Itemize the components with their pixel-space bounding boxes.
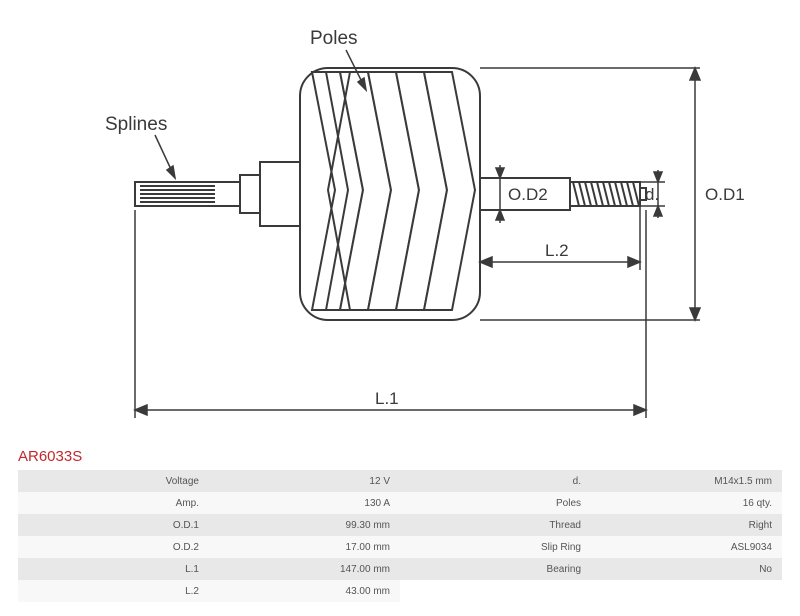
spec-value: Right [591, 520, 782, 531]
spec-row: ThreadRight [400, 514, 782, 536]
rotor-diagram: Poles Splines O.D1 d. [0, 10, 800, 445]
spec-value: 12 V [209, 476, 400, 487]
spec-value: 17.00 mm [209, 542, 400, 553]
spec-value: M14x1.5 mm [591, 476, 782, 487]
spec-value: 16 qty. [591, 498, 782, 509]
spec-label: Slip Ring [400, 542, 591, 553]
spec-column-left: Voltage12 VAmp.130 AO.D.199.30 mmO.D.217… [18, 470, 400, 602]
spec-value: ASL9034 [591, 542, 782, 553]
spec-value: 43.00 mm [209, 586, 400, 597]
spec-row: Amp.130 A [18, 492, 400, 514]
dim-l2-label: L.2 [545, 241, 569, 260]
poles-annotation: Poles [310, 28, 358, 49]
spec-label: O.D.1 [18, 520, 209, 531]
dim-od2-label: O.D2 [508, 185, 548, 204]
spec-table: Voltage12 VAmp.130 AO.D.199.30 mmO.D.217… [18, 470, 782, 602]
spec-label: L.1 [18, 564, 209, 575]
spec-value: 99.30 mm [209, 520, 400, 531]
dim-od1-label: O.D1 [705, 185, 745, 204]
spec-row: d.M14x1.5 mm [400, 470, 782, 492]
splines-annotation: Splines [105, 114, 167, 135]
spec-row: O.D.199.30 mm [18, 514, 400, 536]
spec-row: BearingNo [400, 558, 782, 580]
spec-row: L.243.00 mm [18, 580, 400, 602]
spec-label: Voltage [18, 476, 209, 487]
spec-label: Amp. [18, 498, 209, 509]
spec-value: No [591, 564, 782, 575]
spec-label: Thread [400, 520, 591, 531]
dim-l1-label: L.1 [375, 389, 399, 408]
spec-row: Slip RingASL9034 [400, 536, 782, 558]
spec-row: Voltage12 V [18, 470, 400, 492]
part-code: AR6033S [18, 448, 82, 465]
spec-label: O.D.2 [18, 542, 209, 553]
spec-value: 130 A [209, 498, 400, 509]
spec-row: O.D.217.00 mm [18, 536, 400, 558]
spec-column-right: d.M14x1.5 mmPoles16 qty.ThreadRightSlip … [400, 470, 782, 602]
spec-label: L.2 [18, 586, 209, 597]
spec-row: L.1147.00 mm [18, 558, 400, 580]
dim-d-label: d. [645, 185, 659, 204]
spec-label: Bearing [400, 564, 591, 575]
spec-value: 147.00 mm [209, 564, 400, 575]
spec-label: d. [400, 476, 591, 487]
spec-row: Poles16 qty. [400, 492, 782, 514]
spec-label: Poles [400, 498, 591, 509]
